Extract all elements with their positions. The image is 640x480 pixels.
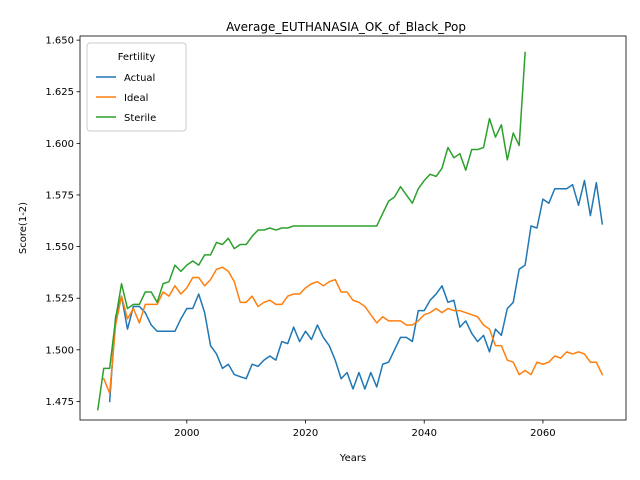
y-tick-label: 1.575 (45, 190, 74, 201)
y-tick-label: 1.625 (45, 87, 74, 98)
x-axis-label: Years (339, 453, 366, 464)
series-line-ideal (102, 266, 604, 394)
legend-label-sterile: Sterile (124, 113, 156, 124)
legend-box (86, 42, 187, 132)
x-axis-ticks: 2000 2020 2040 2060 (174, 420, 556, 439)
series-layer (96, 51, 604, 411)
legend-label-ideal: Ideal (124, 93, 148, 104)
legend-title: Fertility (118, 52, 156, 63)
chart-title: Average_EUTHANASIA_OK_of_Black_Pop (226, 20, 466, 34)
x-tick-label: 2060 (530, 428, 555, 439)
y-axis-label: Score(1-2) (18, 202, 29, 254)
y-tick-label: 1.525 (45, 294, 74, 305)
series-line-sterile (96, 51, 526, 411)
y-tick-label: 1.500 (45, 345, 74, 356)
y-tick-label: 1.600 (45, 139, 74, 150)
x-tick-label: 2000 (174, 428, 199, 439)
legend-label-actual: Actual (124, 73, 155, 84)
y-tick-label: 1.550 (45, 242, 74, 253)
legend-entries: Actual Ideal Sterile (96, 73, 156, 124)
y-tick-label: 1.650 (45, 36, 74, 47)
x-tick-label: 2020 (293, 428, 318, 439)
series-line-actual (108, 179, 604, 403)
legend: Fertility Actual Ideal Sterile (86, 42, 187, 132)
y-tick-label: 1.475 (45, 397, 74, 408)
y-axis-ticks: 1.475 1.500 1.525 1.550 1.575 1.600 1.625 1.650 (45, 36, 80, 408)
axes-frame (79, 35, 627, 421)
x-tick-label: 2040 (411, 428, 436, 439)
